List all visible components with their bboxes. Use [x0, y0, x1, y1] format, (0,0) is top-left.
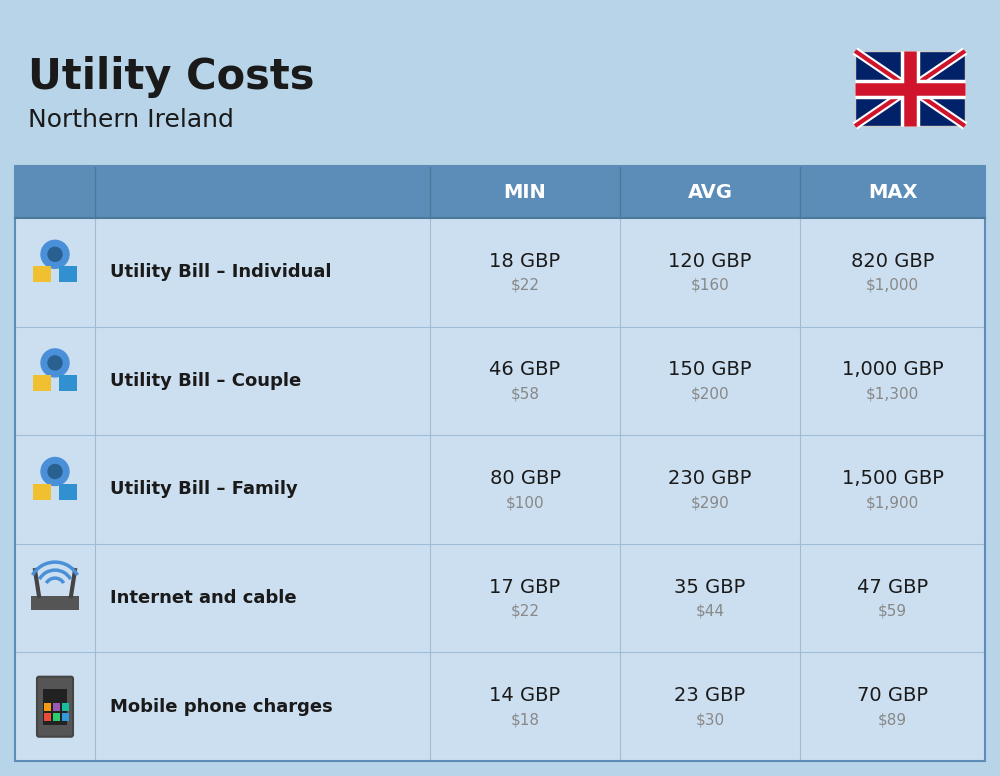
Text: 70 GBP: 70 GBP [857, 686, 928, 705]
Text: $89: $89 [878, 712, 907, 727]
Text: $59: $59 [878, 604, 907, 618]
Text: Utility Bill – Couple: Utility Bill – Couple [110, 372, 301, 390]
Text: $1,900: $1,900 [866, 495, 919, 510]
Text: 18 GBP: 18 GBP [489, 251, 561, 271]
Text: $22: $22 [511, 604, 540, 618]
Text: 820 GBP: 820 GBP [851, 251, 934, 271]
Text: $160: $160 [691, 278, 729, 293]
Bar [15, 166, 985, 218]
Bar [59, 483, 77, 500]
Bar [44, 712, 51, 721]
Text: Internet and cable: Internet and cable [110, 589, 297, 607]
Text: 230 GBP: 230 GBP [668, 469, 752, 488]
Text: 120 GBP: 120 GBP [668, 251, 752, 271]
Text: $1,000: $1,000 [866, 278, 919, 293]
Text: Utility Costs: Utility Costs [28, 56, 314, 98]
Bar [43, 689, 67, 725]
Text: $18: $18 [511, 712, 540, 727]
Bar [53, 712, 60, 721]
Text: $22: $22 [511, 278, 540, 293]
Text: 35 GBP: 35 GBP [674, 577, 746, 597]
Circle shape [41, 349, 69, 377]
Circle shape [41, 458, 69, 486]
Circle shape [48, 356, 62, 370]
Text: $1,300: $1,300 [866, 386, 919, 401]
Bar [59, 375, 77, 391]
Text: MIN: MIN [504, 182, 546, 202]
Text: Mobile phone charges: Mobile phone charges [110, 698, 333, 715]
Text: 23 GBP: 23 GBP [674, 686, 746, 705]
Bar [15, 327, 985, 435]
Text: 47 GBP: 47 GBP [857, 577, 928, 597]
Text: $200: $200 [691, 386, 729, 401]
Bar [31, 596, 79, 610]
Text: 80 GBP: 80 GBP [490, 469, 560, 488]
Text: 1,500 GBP: 1,500 GBP [842, 469, 943, 488]
Bar [59, 266, 77, 282]
Circle shape [48, 248, 62, 262]
Bar [53, 703, 60, 711]
Bar [62, 712, 69, 721]
FancyBboxPatch shape [37, 677, 73, 736]
Text: Utility Bill – Individual: Utility Bill – Individual [110, 263, 332, 282]
Text: 1,000 GBP: 1,000 GBP [842, 360, 943, 379]
Text: $30: $30 [695, 712, 725, 727]
Text: 46 GBP: 46 GBP [489, 360, 561, 379]
Text: $44: $44 [696, 604, 724, 618]
Text: 17 GBP: 17 GBP [489, 577, 561, 597]
Circle shape [41, 241, 69, 268]
Bar [62, 703, 69, 711]
Text: 150 GBP: 150 GBP [668, 360, 752, 379]
Bar [33, 483, 51, 500]
Bar [15, 166, 985, 761]
Bar [15, 218, 985, 327]
Bar [33, 266, 51, 282]
Bar [15, 435, 985, 544]
Text: Northern Ireland: Northern Ireland [28, 108, 234, 132]
Text: AVG: AVG [688, 182, 732, 202]
Bar [15, 544, 985, 653]
Text: $100: $100 [506, 495, 544, 510]
Text: $290: $290 [691, 495, 729, 510]
Text: 14 GBP: 14 GBP [489, 686, 561, 705]
Bar [855, 51, 965, 126]
Text: Utility Bill – Family: Utility Bill – Family [110, 480, 298, 498]
Bar [44, 703, 51, 711]
Text: $58: $58 [511, 386, 540, 401]
Bar [33, 375, 51, 391]
Circle shape [48, 465, 62, 479]
Text: MAX: MAX [868, 182, 917, 202]
Bar [15, 653, 985, 761]
